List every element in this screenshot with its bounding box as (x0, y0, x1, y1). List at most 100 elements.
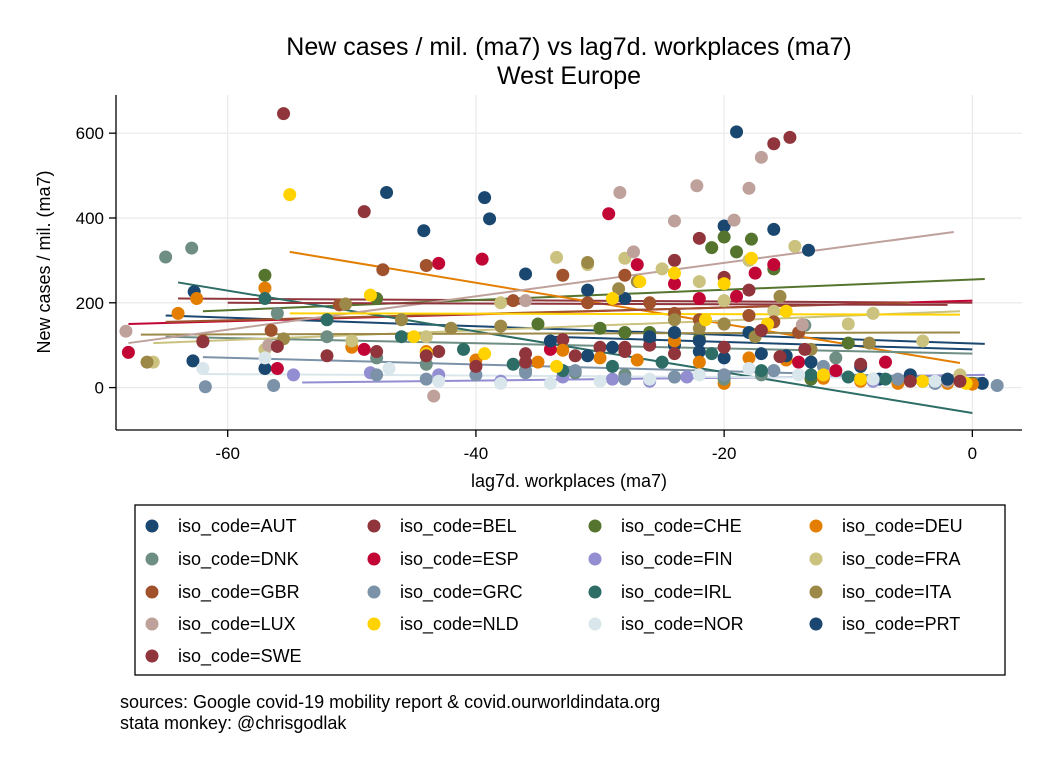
point-s8-5 (506, 294, 520, 308)
point-s10-9 (754, 364, 768, 378)
point-s14-3 (432, 374, 446, 388)
legend-marker-4 (145, 552, 159, 566)
point-s2-4 (618, 325, 632, 339)
point-s10-10 (804, 368, 818, 382)
point-s3-2 (258, 281, 272, 295)
legend-marker-1 (367, 519, 381, 533)
legend-label-1: iso_code=BEL (400, 516, 517, 537)
point-s10-1 (320, 313, 334, 327)
point-s16-2 (320, 349, 334, 363)
point-s13-2 (407, 330, 421, 344)
point-s16-10 (717, 340, 731, 354)
legend-label-14: iso_code=NOR (621, 614, 744, 635)
legend-label-4: iso_code=DNK (178, 549, 299, 570)
legend-label-0: iso_code=AUT (178, 516, 297, 537)
point-s1-9 (692, 231, 706, 245)
point-s11-4 (444, 321, 458, 335)
point-s0-5 (478, 191, 492, 205)
point-s9-0 (198, 380, 212, 394)
point-s5-1 (270, 362, 284, 376)
point-s6-7 (680, 370, 694, 384)
point-s0-13 (717, 219, 731, 233)
point-s8-4 (419, 258, 433, 272)
point-s8-6 (556, 268, 570, 282)
point-s0-3 (380, 186, 394, 200)
point-s15-5 (692, 334, 706, 348)
legend-marker-5 (367, 552, 381, 566)
point-s13-13 (779, 304, 793, 318)
point-s14-7 (643, 372, 657, 386)
point-s13-9 (699, 313, 713, 327)
point-s11-15 (862, 336, 876, 350)
point-s16-13 (798, 342, 812, 356)
point-s5-3 (432, 256, 446, 270)
x-tick-label-3: 0 (968, 444, 977, 463)
point-s4-3 (320, 330, 334, 344)
point-s9-9 (717, 368, 731, 382)
point-s9-2 (370, 368, 384, 382)
point-s5-6 (602, 207, 616, 221)
point-s8-3 (376, 263, 390, 277)
legend-label-6: iso_code=FIN (621, 549, 733, 570)
point-s1-12 (767, 137, 781, 151)
legend-marker-13 (367, 617, 381, 631)
point-s12-7 (690, 179, 704, 193)
point-s10-2 (394, 330, 408, 344)
point-s2-11 (744, 232, 758, 246)
legend-label-10: iso_code=IRL (621, 582, 732, 603)
point-s12-2 (427, 389, 441, 403)
point-s7-16 (916, 334, 930, 348)
point-s13-6 (605, 292, 619, 306)
point-s12-9 (742, 181, 756, 195)
point-s14-5 (543, 376, 557, 390)
legend-label-16: iso_code=SWE (178, 646, 302, 667)
point-s5-10 (730, 289, 744, 303)
legend-label-15: iso_code=PRT (842, 614, 960, 635)
legend-label-7: iso_code=FRA (842, 549, 961, 570)
point-s12-0 (119, 324, 133, 338)
legend-label-3: iso_code=DEU (842, 516, 963, 537)
x-tick-label-1: -40 (464, 444, 489, 463)
chart-subtitle: West Europe (497, 62, 641, 90)
point-s11-5 (494, 319, 508, 333)
point-s5-9 (692, 292, 706, 306)
point-s3-13 (742, 351, 756, 365)
point-s5-2 (357, 342, 371, 356)
point-s14-6 (593, 374, 607, 388)
point-s4-1 (185, 241, 199, 255)
legend-marker-7 (809, 552, 823, 566)
point-s9-12 (891, 372, 905, 386)
point-s9-8 (667, 370, 681, 384)
point-s14-10 (792, 368, 806, 382)
point-s16-12 (773, 350, 787, 364)
point-s15-6 (717, 351, 731, 365)
point-s11-2 (339, 297, 353, 311)
point-s16-7 (568, 349, 582, 363)
point-s3-11 (692, 355, 706, 369)
legend-label-12: iso_code=LUX (178, 614, 296, 635)
axes: -60 -40 -20 0 0 200 400 600 (76, 95, 1022, 463)
point-s14-2 (382, 362, 396, 376)
point-s10-7 (655, 355, 669, 369)
point-s0-1 (186, 354, 200, 368)
point-s3-9 (630, 353, 644, 367)
point-s2-10 (730, 245, 744, 259)
point-s4-2 (270, 306, 284, 320)
point-s0-2 (258, 362, 272, 376)
legend-marker-12 (145, 617, 159, 631)
point-s0-14 (730, 125, 744, 139)
legend-label-11: iso_code=ITA (842, 582, 951, 603)
point-s13-14 (816, 368, 830, 382)
x-axis-label: lag7d. workplaces (ma7) (471, 471, 667, 491)
point-s10-0 (258, 292, 272, 306)
point-s1-1 (357, 205, 371, 219)
point-s14-1 (258, 351, 272, 365)
legend-marker-16 (145, 649, 159, 663)
point-s15-12 (941, 372, 955, 386)
point-s5-12 (767, 258, 781, 272)
point-s8-7 (581, 296, 595, 310)
point-s5-0 (121, 345, 135, 359)
point-s0-16 (767, 222, 781, 236)
point-s11-13 (773, 289, 787, 303)
point-s12-5 (627, 245, 641, 259)
